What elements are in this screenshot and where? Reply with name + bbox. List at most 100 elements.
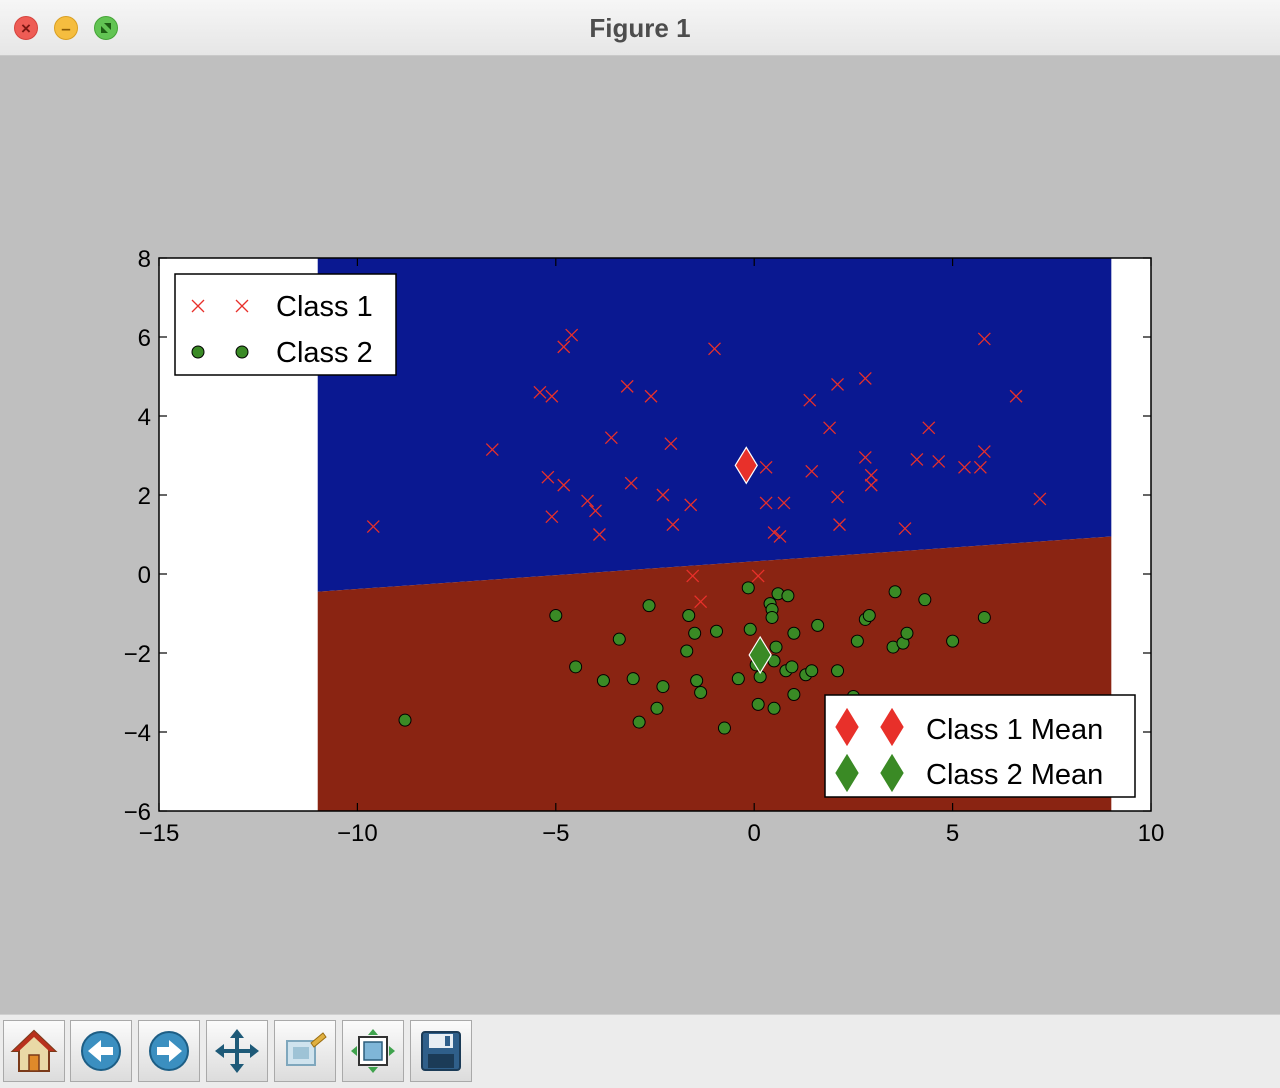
legend-class-2-mean-marker — [835, 753, 859, 793]
y-tick-label: −2 — [124, 641, 151, 668]
maximize-window-button[interactable] — [94, 16, 118, 40]
legend-class-1-mean-marker — [835, 707, 859, 747]
class-1-point — [592, 528, 606, 541]
class-1-point — [666, 518, 680, 532]
y-tick-label: 0 — [138, 562, 151, 589]
forward-button[interactable] — [138, 1020, 200, 1082]
class-1-point — [864, 468, 878, 482]
subplots-configure-button[interactable] — [342, 1020, 404, 1082]
class-1-point — [557, 340, 571, 354]
class-1-point — [898, 522, 912, 536]
legend-box — [824, 694, 1136, 798]
class-2-point — [751, 697, 765, 711]
back-button[interactable] — [70, 1020, 132, 1082]
class-1-point — [557, 478, 571, 492]
class-2-point — [612, 632, 626, 646]
legend-class-1-mean-marker — [880, 707, 904, 747]
class-2-point — [805, 664, 819, 678]
close-window-button[interactable]: × — [14, 16, 38, 40]
class-2-point — [690, 674, 704, 688]
class-2-point — [694, 686, 708, 699]
class-2-point — [731, 672, 745, 686]
class-2-mean-marker — [748, 635, 772, 675]
y-tick-label: 4 — [138, 404, 151, 431]
legend-class-2-marker — [191, 345, 205, 359]
class-1-point — [759, 460, 773, 474]
class-1-point — [831, 377, 844, 391]
axes-frame — [158, 257, 1152, 812]
zoom-icon — [286, 1032, 327, 1066]
subplots-configure-icon — [351, 1029, 395, 1073]
class-2-point — [785, 660, 799, 674]
legend-class-2-marker — [235, 345, 249, 359]
class-2-point — [549, 608, 563, 622]
class-2-point — [398, 713, 412, 727]
class-1-region — [317, 258, 1112, 592]
legend-label-class-1: Class 1 — [276, 291, 373, 323]
class-1-point — [694, 595, 708, 609]
class-2-point — [642, 599, 656, 613]
class-1-point — [545, 510, 559, 524]
class-1-point — [533, 385, 547, 399]
legend-means: Class 1 Mean Class 2 Mean — [824, 694, 1136, 798]
class-1-point — [1009, 389, 1023, 403]
class-2-point — [656, 680, 670, 694]
window-titlebar: × – Figure 1 — [0, 0, 1280, 56]
navigation-toolbar — [0, 1014, 1280, 1088]
class-1-point — [932, 454, 946, 468]
class-1-point — [541, 470, 555, 484]
x-tick-label: 10 — [1138, 820, 1165, 847]
pan-icon — [215, 1029, 259, 1073]
class-1-point — [805, 464, 819, 478]
class-1-point — [664, 437, 678, 451]
class-1-point — [366, 520, 380, 534]
class-1-point — [1033, 492, 1047, 506]
class-1-point — [831, 490, 844, 504]
class-2-point — [918, 593, 932, 607]
y-tick-label: −4 — [124, 720, 151, 747]
class-1-point — [545, 389, 559, 403]
class-1-point — [485, 443, 499, 457]
class-1-point — [565, 328, 579, 342]
class-2-point — [765, 610, 779, 624]
minimize-icon: – — [61, 18, 71, 38]
class-2-point — [596, 674, 610, 688]
pan-button[interactable] — [206, 1020, 268, 1082]
minimize-window-button[interactable]: – — [54, 16, 78, 40]
y-tick-label: 2 — [138, 483, 151, 510]
legend-label-class-2-mean: Class 2 Mean — [926, 759, 1103, 791]
zoom-button[interactable] — [274, 1020, 336, 1082]
class-2-point — [710, 624, 724, 638]
home-icon — [10, 1029, 58, 1072]
class-1-point — [973, 460, 987, 474]
y-tick-label: −6 — [124, 799, 151, 826]
save-button[interactable] — [410, 1020, 472, 1082]
x-tick-label: −15 — [139, 820, 180, 847]
class-1-point — [759, 496, 773, 510]
class-1-point — [777, 496, 791, 510]
y-tick-label: 6 — [138, 325, 151, 352]
class-2-point — [717, 721, 731, 735]
class-1-point — [977, 332, 991, 346]
class-2-point — [787, 626, 801, 640]
class-2-point — [769, 640, 783, 654]
legend-class-1-marker — [191, 299, 205, 313]
x-tick-label: 0 — [748, 820, 761, 847]
class-1-point — [858, 372, 872, 385]
class-2-point — [946, 634, 960, 648]
class-1-point — [644, 389, 658, 403]
class-2-point — [787, 687, 801, 701]
class-2-point — [569, 660, 583, 674]
class-1-point — [977, 445, 991, 459]
class-1-point — [620, 379, 634, 393]
figure-canvas[interactable]: −15 −10 −5 0 5 10 8 6 4 2 0 −2 −4 −6 Class 1 Class 2 Cla… — [0, 56, 1280, 1014]
home-button[interactable] — [3, 1020, 65, 1082]
class-2-point — [888, 585, 902, 599]
class-1-point — [858, 451, 872, 464]
x-tick-label: 5 — [946, 820, 959, 847]
class-2-point — [767, 701, 781, 715]
class-1-point — [589, 504, 602, 518]
class-2-point — [688, 626, 702, 640]
class-1-point — [958, 460, 971, 474]
